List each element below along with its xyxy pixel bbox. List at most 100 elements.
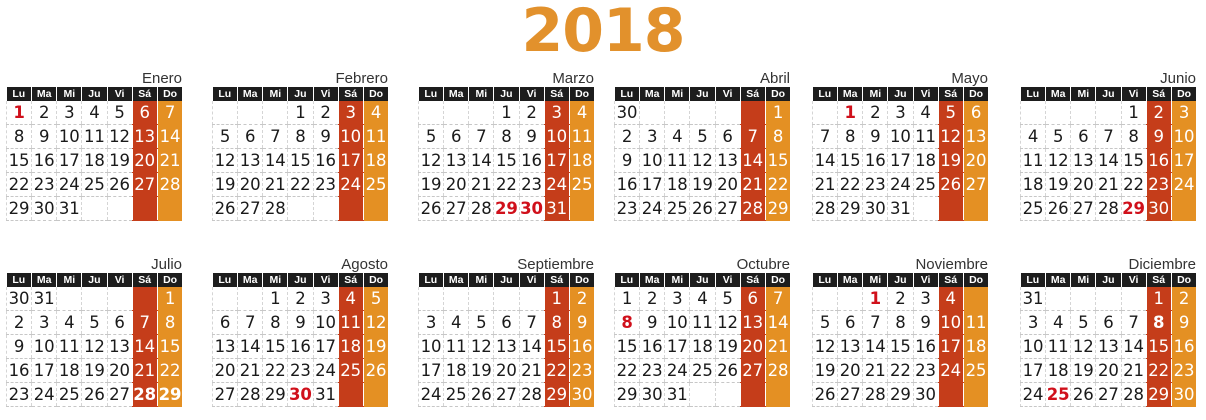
day-cell: 13 bbox=[1095, 334, 1121, 359]
day-cell: 18 bbox=[362, 148, 389, 173]
day-cell: 3 bbox=[31, 310, 57, 335]
day-cell: 22 bbox=[613, 358, 640, 383]
day-cell: 10 bbox=[639, 148, 665, 173]
weekday-label: Mi bbox=[862, 273, 888, 287]
weekday-label: Vi bbox=[714, 273, 741, 287]
day-cell: 25 bbox=[362, 172, 389, 197]
day-cell: 27 bbox=[962, 172, 989, 197]
day-cell: 14 bbox=[237, 334, 263, 359]
empty-cell bbox=[811, 287, 838, 311]
day-cell: 7 bbox=[237, 310, 263, 335]
day-cell: 29 bbox=[887, 382, 913, 407]
day-cell: 6 bbox=[962, 101, 989, 125]
weekday-label: Vi bbox=[518, 87, 545, 101]
weekday-label: Ma bbox=[31, 273, 57, 287]
empty-cell bbox=[937, 382, 964, 407]
day-cell: 25 bbox=[689, 358, 715, 383]
day-cell: 4 bbox=[81, 101, 107, 125]
day-cell: 24 bbox=[31, 382, 57, 407]
day-cell: 16 bbox=[568, 334, 595, 359]
day-cell: 25 bbox=[568, 172, 595, 197]
empty-cell bbox=[962, 196, 989, 221]
empty-cell bbox=[837, 287, 863, 311]
month-grid: Lu Ma Mi Ju Vi Sá Do 1 2 3 4 5 6 7 8 9 10 11 12 13 14 15 16 17 1… bbox=[811, 273, 989, 407]
day-cell: 11 bbox=[664, 148, 690, 173]
month-grid: Lu Ma Mi Ju Vi Sá Do 1 2 3 4 5 6 7 8 9 10 11 12 13 14 15 16 17 1… bbox=[1019, 87, 1197, 221]
day-cell: 6 bbox=[837, 310, 863, 335]
day-cell: 1 bbox=[613, 287, 640, 311]
day-cell: 23 bbox=[1145, 172, 1172, 197]
empty-cell bbox=[211, 101, 238, 125]
weekday-label: Mi bbox=[862, 87, 888, 101]
weekday-label: Ju bbox=[493, 273, 519, 287]
empty-cell bbox=[689, 382, 715, 407]
month-grid: Lu Ma Mi Ju Vi Sá Do 1 2 3 4 5 6 7 8 9 10 11 12 13 14 15 16 17 1… bbox=[417, 87, 595, 221]
day-cell: 5 bbox=[417, 124, 444, 149]
weekday-label: Do bbox=[568, 87, 595, 101]
day-cell: 9 bbox=[287, 310, 313, 335]
day-cell: 12 bbox=[417, 148, 444, 173]
day-cell: 21 bbox=[262, 172, 288, 197]
week-row: 19 20 21 22 23 24 25 bbox=[811, 358, 989, 383]
day-cell: 17 bbox=[312, 334, 339, 359]
month-name: Abril bbox=[759, 70, 790, 87]
day-cell: 31 bbox=[664, 382, 690, 407]
weekday-label: Lu bbox=[1020, 87, 1046, 101]
day-cell: 27 bbox=[837, 382, 863, 407]
weekday-label: Ju bbox=[689, 273, 715, 287]
day-cell: 24 bbox=[417, 382, 444, 407]
week-row: 24 25 26 27 28 29 30 bbox=[1019, 382, 1197, 407]
day-cell: 10 bbox=[312, 310, 339, 335]
day-cell: 10 bbox=[1019, 334, 1046, 359]
day-cell: 12 bbox=[468, 334, 494, 359]
day-cell: 19 bbox=[211, 172, 238, 197]
day-cell: 24 bbox=[639, 196, 665, 221]
week-row: 10 11 12 13 14 15 16 bbox=[417, 334, 595, 359]
day-cell: 19 bbox=[714, 334, 741, 359]
day-cell: 3 bbox=[639, 124, 665, 149]
day-cell: 7 bbox=[262, 124, 288, 149]
day-cell: 2 bbox=[1145, 101, 1172, 125]
day-cell: 25 bbox=[56, 382, 82, 407]
month-marzo: Marzo Lu Ma Mi Ju Vi Sá Do 1 2 3 4 5 6 7 8 9 10 11 12 13 14 15… bbox=[417, 70, 600, 221]
weekday-header-row: Lu Ma Mi Ju Vi Sá Do bbox=[614, 273, 791, 287]
day-cell: 2 bbox=[1170, 287, 1197, 311]
weekday-label: Sá bbox=[739, 87, 766, 101]
day-cell: 16 bbox=[518, 148, 545, 173]
day-cell: 21 bbox=[468, 172, 494, 197]
day-cell: 28 bbox=[764, 358, 791, 383]
week-row: 26 27 28 bbox=[211, 196, 389, 221]
month-junio: Junio Lu Ma Mi Ju Vi Sá Do 1 2 3 4 5 6 7 8 9 10 11 12 13 14 15… bbox=[1019, 70, 1202, 221]
day-cell: 27 bbox=[1070, 196, 1096, 221]
day-cell: 28 bbox=[811, 196, 838, 221]
week-row: 26 27 28 29 30 bbox=[811, 382, 989, 407]
empty-cell bbox=[811, 101, 838, 125]
day-cell: 31 bbox=[887, 196, 913, 221]
day-cell: 10 bbox=[337, 124, 364, 149]
day-cell: 23 bbox=[613, 196, 640, 221]
weekday-label: Ma bbox=[837, 273, 863, 287]
week-row: 31 1 2 bbox=[1019, 287, 1197, 311]
empty-cell bbox=[468, 101, 494, 125]
day-cell: 26 bbox=[417, 196, 444, 221]
day-cell: 21 bbox=[764, 334, 791, 359]
weekday-label: Do bbox=[764, 87, 791, 101]
day-cell: 1 bbox=[493, 101, 519, 125]
day-cell: 21 bbox=[811, 172, 838, 197]
day-cell: 13 bbox=[714, 148, 741, 173]
day-cell: 15 bbox=[764, 148, 791, 173]
weekday-header-row: Lu Ma Mi Ju Vi Sá Do bbox=[812, 87, 989, 101]
day-cell: 2 bbox=[887, 287, 913, 311]
day-cell: 8 bbox=[156, 310, 183, 335]
weekday-label: Ma bbox=[237, 273, 263, 287]
day-cell: 7 bbox=[468, 124, 494, 149]
day-cell: 5 bbox=[811, 310, 838, 335]
empty-cell bbox=[518, 287, 545, 311]
day-cell: 28 bbox=[156, 172, 183, 197]
day-cell: 29 bbox=[5, 196, 32, 221]
week-row: 16 17 18 19 20 21 22 bbox=[613, 172, 791, 197]
weekday-label: Mi bbox=[56, 273, 82, 287]
day-cell: 30 bbox=[862, 196, 888, 221]
week-row: 7 8 9 10 11 12 13 bbox=[811, 124, 989, 149]
